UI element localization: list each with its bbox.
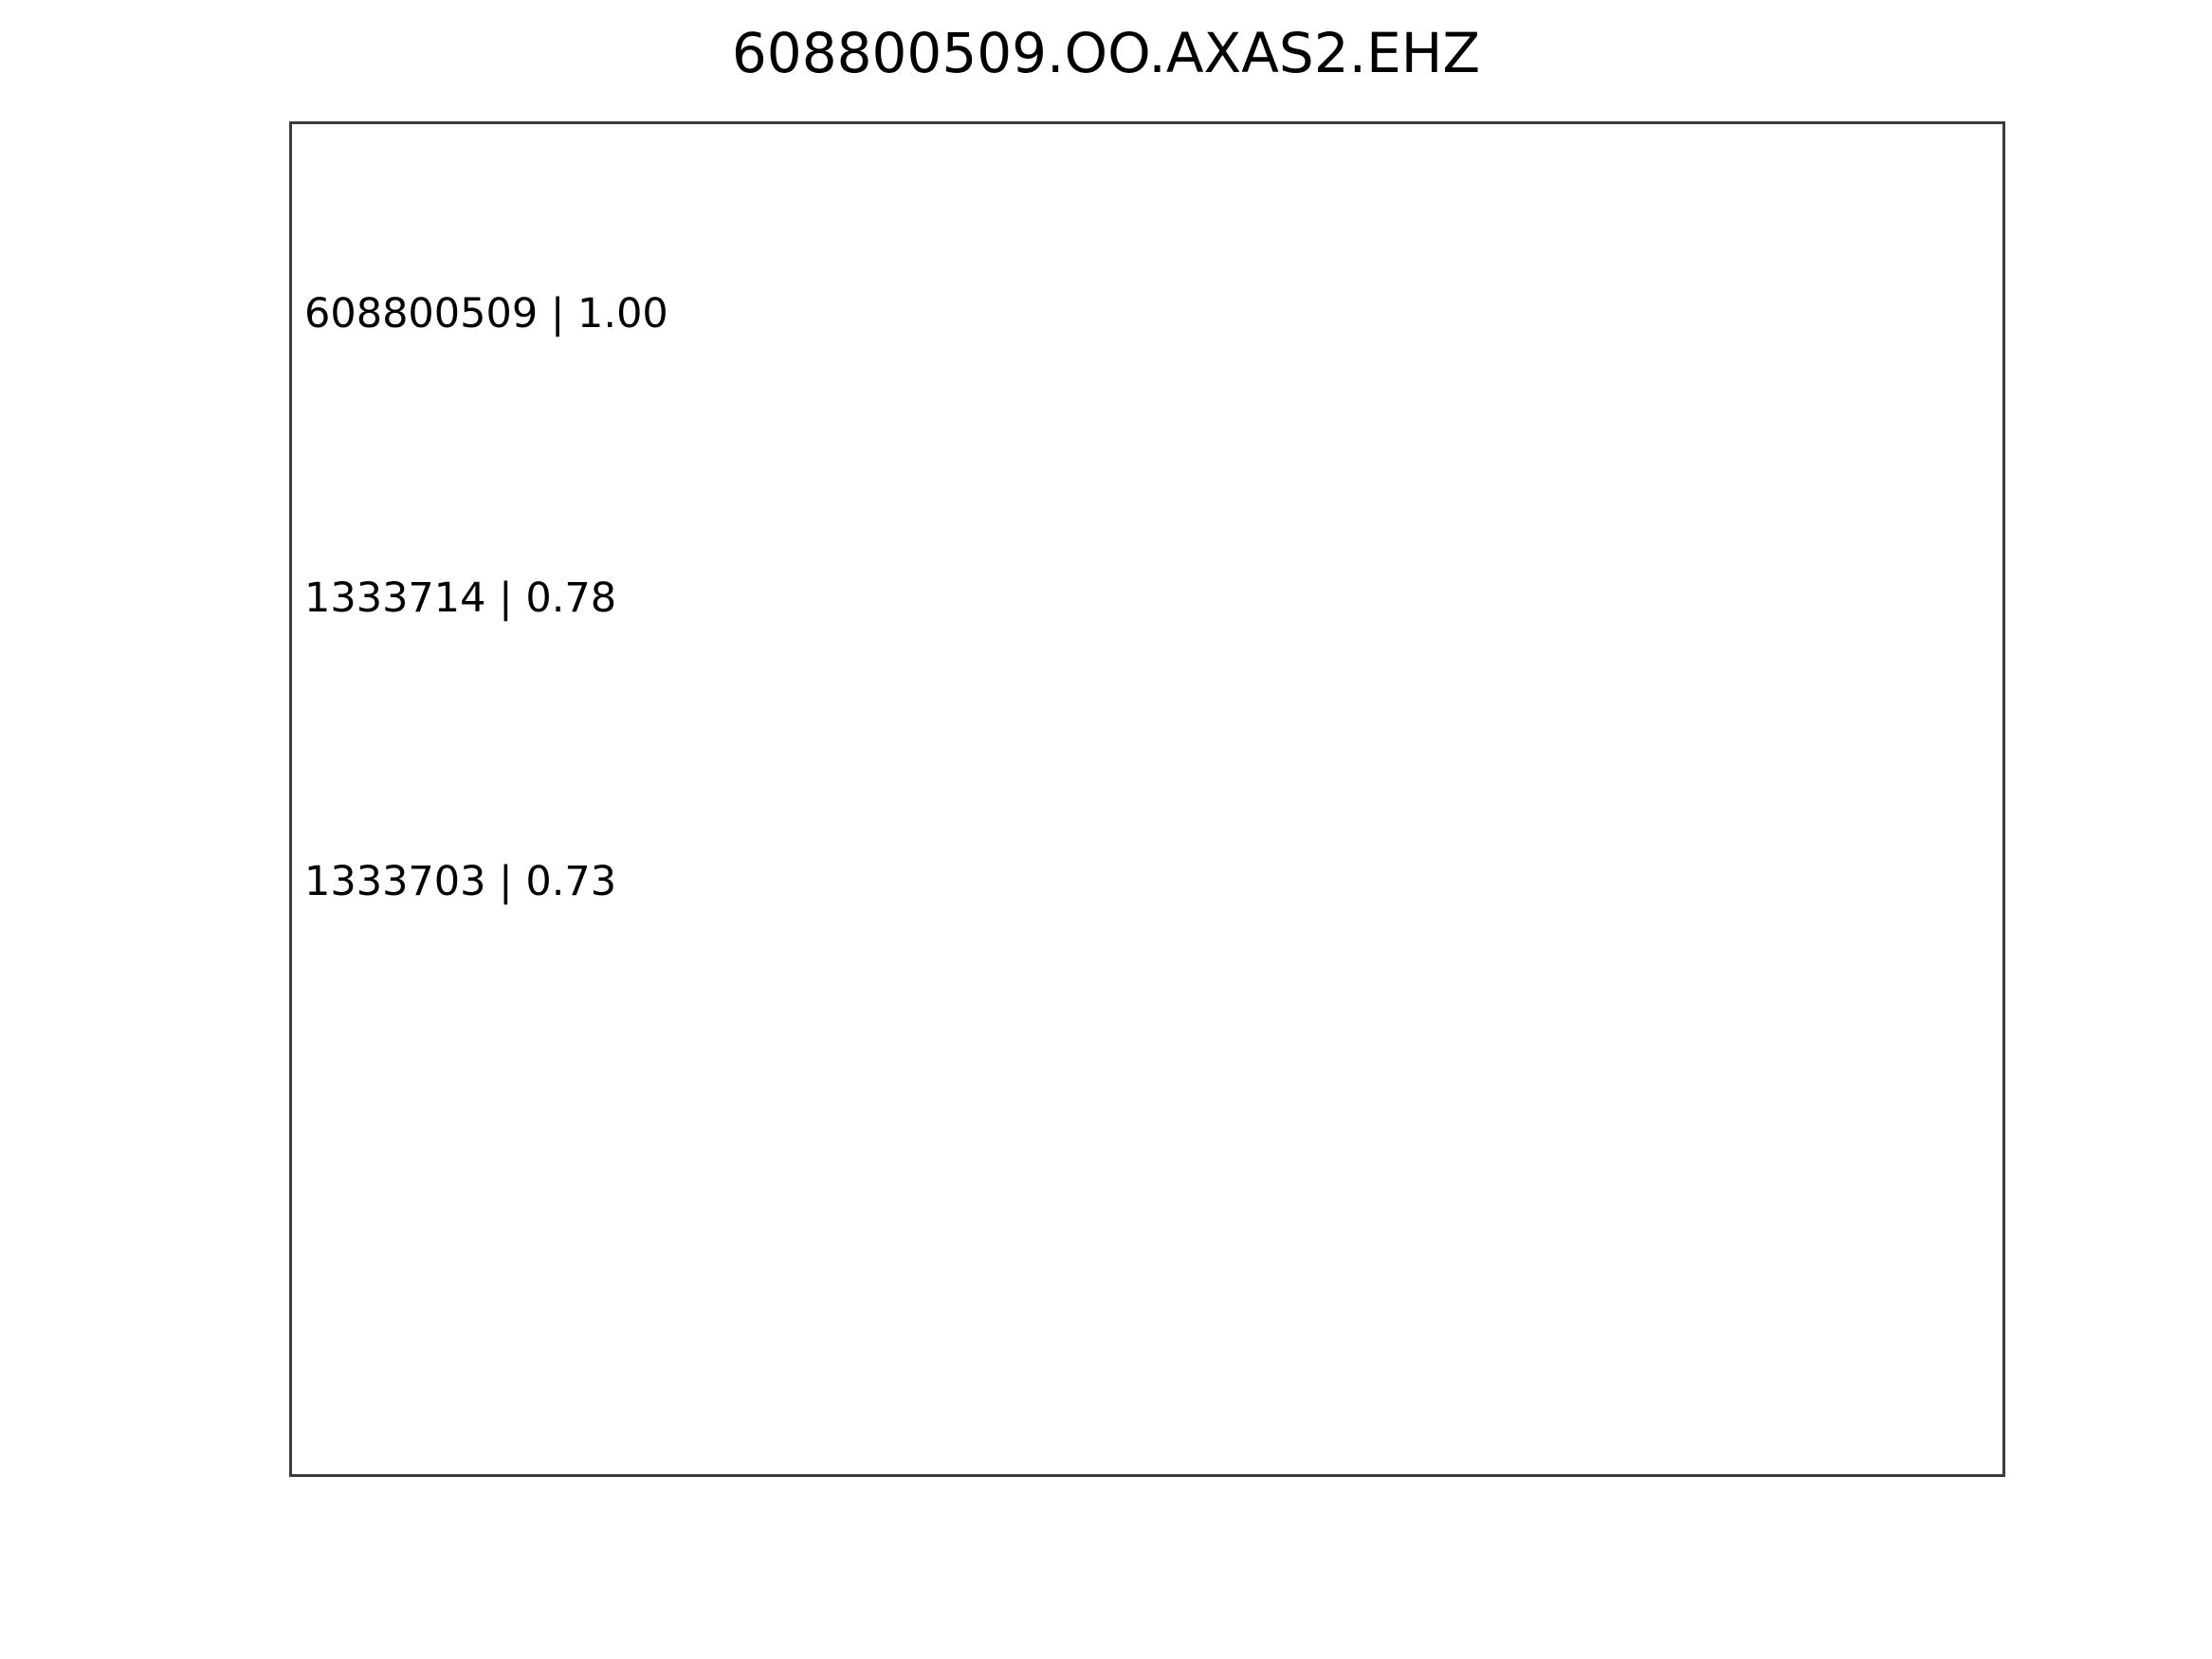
trace-label-1: 1333714 | 0.78	[304, 574, 617, 622]
x-axis-tick-labels	[289, 1493, 2005, 1569]
plot-area: 608800509 | 1.00 1333714 | 0.78 1333703 …	[289, 121, 2005, 1477]
trace-label-0: 608800509 | 1.00	[304, 290, 668, 337]
page-title: 608800509.OO.AXAS2.EHZ	[731, 21, 1481, 85]
trace-label-2: 1333703 | 0.73	[304, 858, 617, 905]
axes-frame	[289, 121, 2005, 1477]
